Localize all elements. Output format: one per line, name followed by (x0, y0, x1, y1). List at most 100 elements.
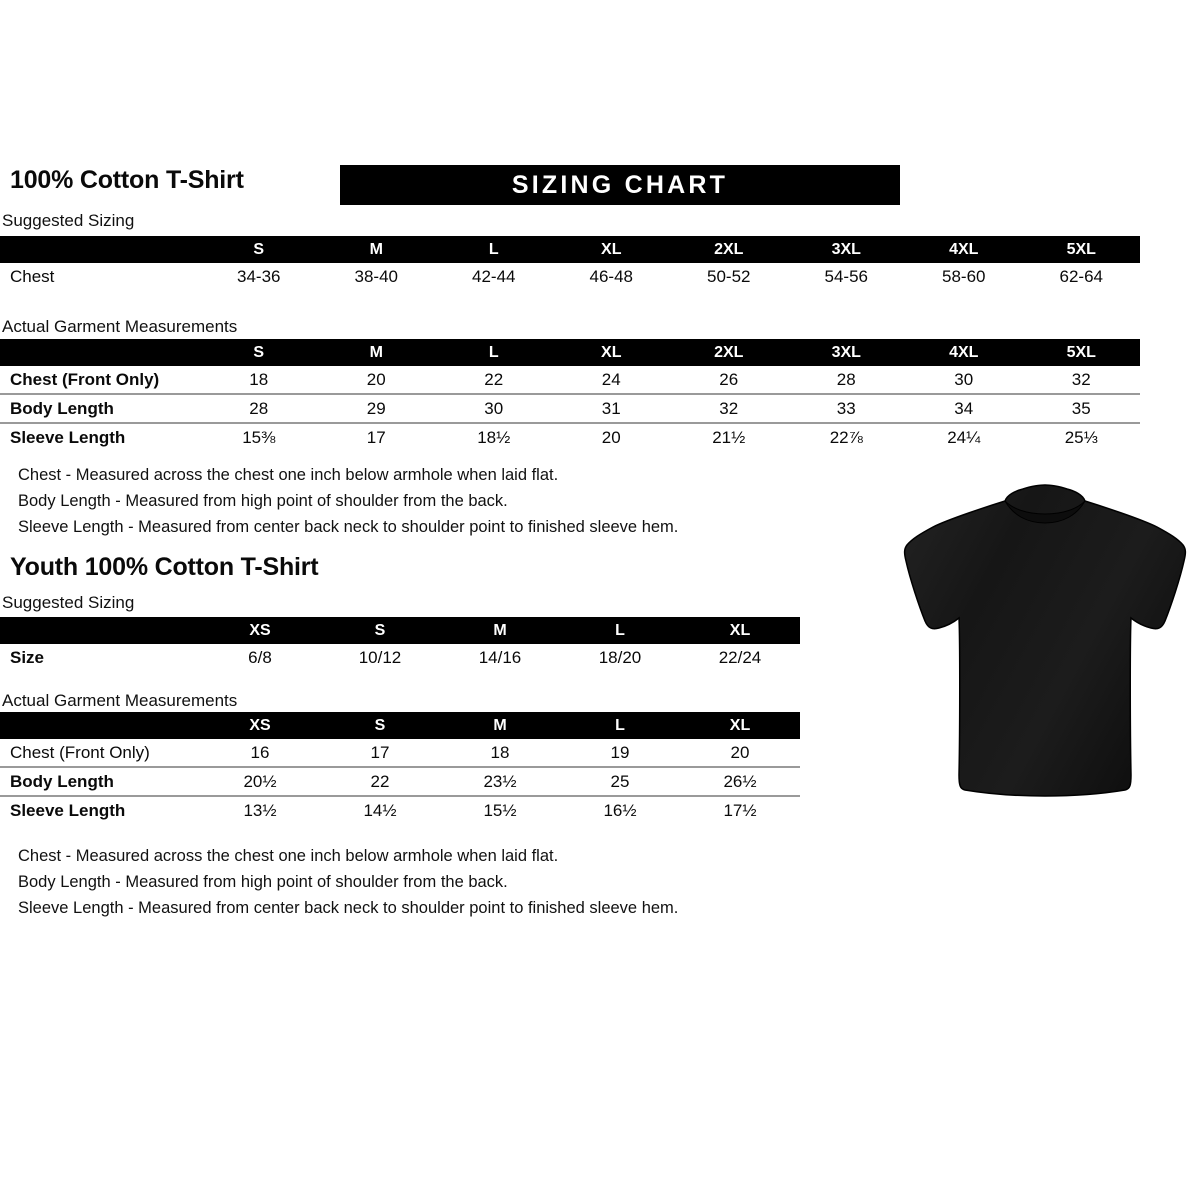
table-youth-suggested-sizing: XS S M L XL Size 6/8 10/12 14/16 18/20 2… (0, 617, 800, 671)
table-adult-actual-measurements: S M L XL 2XL 3XL 4XL 5XL Chest (Front On… (0, 339, 1140, 451)
caption-youth-actual-measurements: Actual Garment Measurements (2, 691, 238, 710)
note-line: Chest - Measured across the chest one in… (18, 847, 559, 865)
table-cell: 17 (317, 422, 435, 451)
column-header-label (0, 712, 200, 739)
table-cell: 15⅜ (200, 422, 318, 451)
table-cell: 10/12 (358, 647, 402, 667)
column-header: L (488, 240, 499, 258)
column-header: L (488, 343, 499, 361)
table-row: Sleeve Length 15⅜ 17 18½ 20 21½ 22⅞ 24¼ … (0, 422, 1140, 451)
column-header-label (0, 339, 200, 366)
table-cell: 32 (670, 393, 788, 423)
table-cell: 42-44 (472, 266, 516, 286)
column-header-label (0, 236, 200, 263)
table-cell: 22⅞ (787, 422, 905, 451)
column-header: XL (729, 621, 751, 639)
column-header: 3XL (831, 240, 861, 258)
table-cell: 20 (552, 422, 670, 451)
table-cell: 33 (787, 393, 905, 423)
table-cell: 13½ (200, 795, 320, 824)
column-header: 2XL (714, 240, 744, 258)
table-cell: 21½ (670, 422, 788, 451)
table-cell: 26 (719, 369, 739, 389)
note-line: Chest - Measured across the chest one in… (18, 466, 559, 484)
table-row: Body Length 20½ 22 23½ 25 26½ (0, 766, 800, 796)
youth-section-title: Youth 100% Cotton T-Shirt (10, 553, 319, 581)
sizing-chart-banner: SIZING CHART (340, 165, 900, 205)
table-header-row: S M L XL 2XL 3XL 4XL 5XL (0, 236, 1140, 263)
table-cell: 18½ (435, 422, 553, 451)
table-cell: 34-36 (237, 266, 281, 286)
table-header-row: S M L XL 2XL 3XL 4XL 5XL (0, 339, 1140, 366)
table-cell: 54-56 (824, 266, 868, 286)
table-cell: 28 (200, 393, 318, 423)
table-cell: 31 (552, 393, 670, 423)
table-cell: 15½ (440, 795, 560, 824)
table-cell: 22/24 (718, 647, 762, 667)
column-header: 3XL (831, 343, 861, 361)
table-row: Chest (Front Only) 18 20 22 24 26 28 30 … (0, 366, 1140, 394)
table-header-row: XS S M L XL (0, 617, 800, 644)
table-adult-suggested-sizing: S M L XL 2XL 3XL 4XL 5XL Chest 34-36 38-… (0, 236, 1140, 290)
note-line: Body Length - Measured from high point o… (18, 492, 508, 510)
t-shirt-illustration (903, 484, 1187, 797)
table-cell: 34 (905, 393, 1023, 423)
column-header: 5XL (1066, 240, 1096, 258)
table-cell: 32 (1071, 369, 1091, 389)
column-header: XL (601, 343, 622, 361)
column-header: XS (249, 621, 271, 639)
table-row: Chest 34-36 38-40 42-44 46-48 50-52 54-5… (0, 263, 1140, 290)
youth-measurement-notes: Chest - Measured across the chest one in… (18, 843, 678, 921)
table-row: Size 6/8 10/12 14/16 18/20 22/24 (0, 644, 800, 671)
table-cell: 50-52 (707, 266, 751, 286)
caption-youth-suggested-sizing: Suggested Sizing (2, 593, 135, 612)
caption-adult-suggested-sizing: Suggested Sizing (2, 211, 135, 230)
row-label: Chest (Front Only) (10, 742, 150, 762)
sizing-chart-banner-label: SIZING CHART (511, 171, 729, 199)
column-header: 4XL (949, 343, 979, 361)
table-cell: 30 (954, 369, 974, 389)
table-cell: 6/8 (248, 647, 272, 667)
column-header: 2XL (714, 343, 744, 361)
table-cell: 20 (730, 742, 750, 762)
row-label: Sleeve Length (0, 422, 200, 451)
table-cell: 62-64 (1059, 266, 1103, 286)
note-line: Body Length - Measured from high point o… (18, 873, 508, 891)
column-header: 4XL (949, 240, 979, 258)
table-cell: 46-48 (589, 266, 633, 286)
table-cell: 14/16 (478, 647, 522, 667)
black-t-shirt-photo (895, 475, 1195, 810)
column-header: L (615, 716, 625, 734)
table-cell: 28 (836, 369, 856, 389)
table-cell: 18/20 (598, 647, 642, 667)
column-header-label (0, 617, 200, 644)
table-cell: 24 (601, 369, 621, 389)
column-header: M (493, 621, 507, 639)
table-row: Chest (Front Only) 16 17 18 19 20 (0, 739, 800, 767)
table-cell: 58-60 (942, 266, 986, 286)
table-cell: 19 (610, 742, 630, 762)
table-cell: 17 (370, 742, 390, 762)
table-cell: 26½ (680, 766, 800, 796)
table-cell: 30 (435, 393, 553, 423)
table-cell: 22 (484, 369, 504, 389)
column-header: XL (729, 716, 751, 734)
table-cell: 35 (1022, 393, 1140, 423)
table-cell: 18 (490, 742, 510, 762)
row-label: Size (10, 647, 45, 667)
table-cell: 22 (320, 766, 440, 796)
column-header: 5XL (1066, 343, 1096, 361)
table-cell: 29 (317, 393, 435, 423)
caption-adult-actual-measurements: Actual Garment Measurements (2, 317, 238, 336)
note-line: Sleeve Length - Measured from center bac… (18, 518, 679, 536)
column-header: M (369, 240, 383, 258)
adult-measurement-notes: Chest - Measured across the chest one in… (18, 462, 678, 540)
column-header: L (615, 621, 625, 639)
column-header: XS (249, 716, 271, 734)
note-line: Sleeve Length - Measured from center bac… (18, 899, 679, 917)
table-cell: 17½ (680, 795, 800, 824)
table-cell: 23½ (440, 766, 560, 796)
column-header: S (253, 240, 265, 258)
row-label: Body Length (0, 393, 200, 423)
